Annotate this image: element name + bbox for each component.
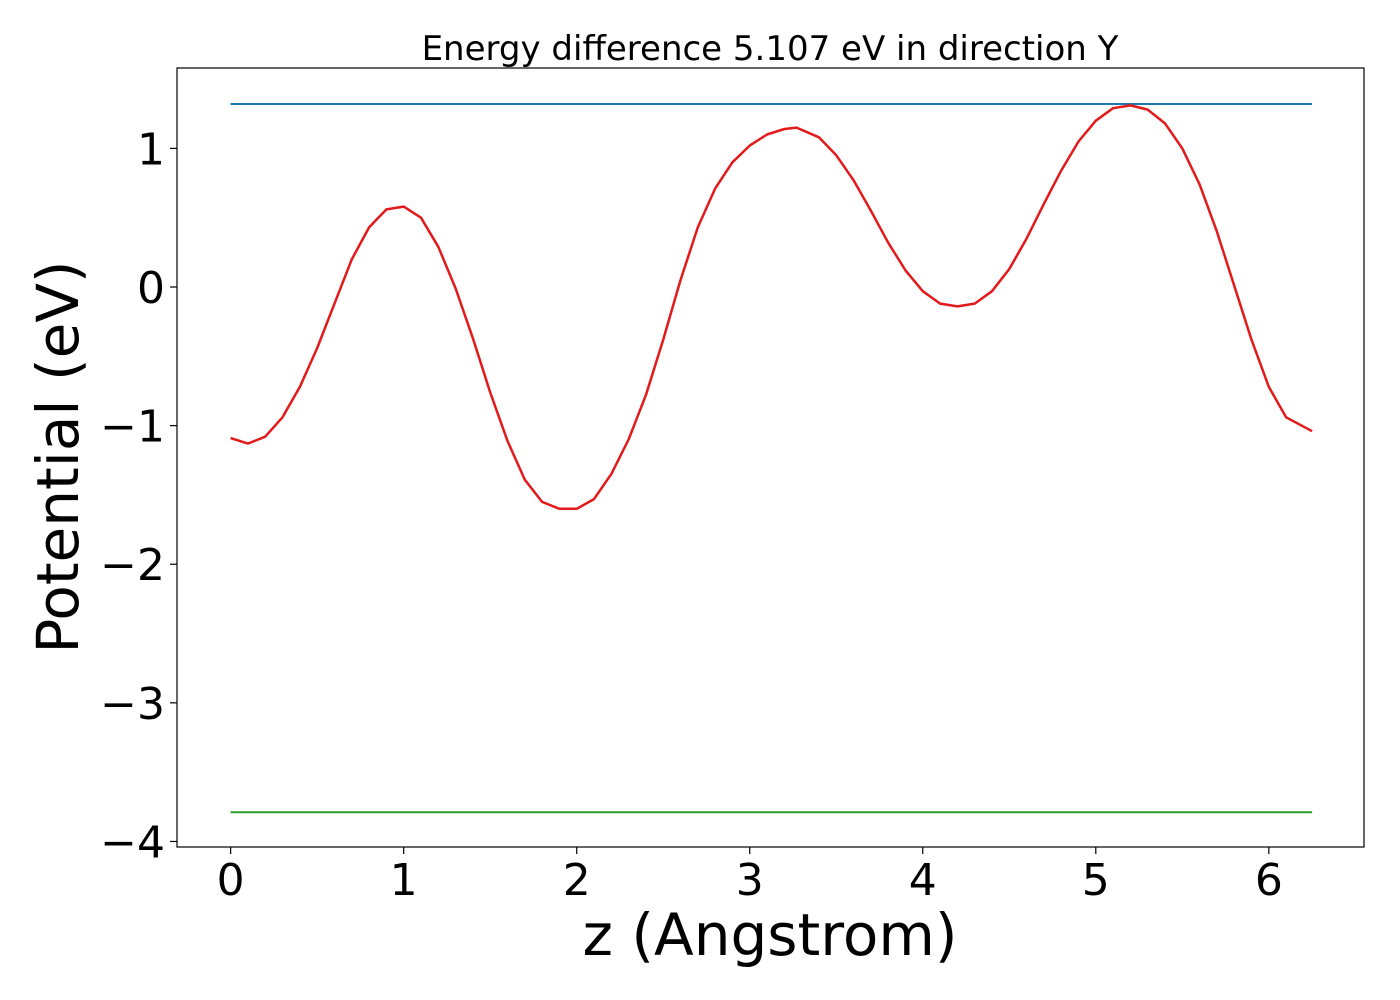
series-line-3 bbox=[230, 104, 1313, 511]
x-tick-label: 0 bbox=[217, 855, 245, 906]
y-tick-label: −1 bbox=[100, 402, 165, 453]
chart-title: Energy difference 5.107 eV in direction … bbox=[422, 29, 1119, 69]
y-tick-label: 0 bbox=[137, 263, 165, 314]
y-axis-label: Potential (eV) bbox=[24, 260, 92, 653]
y-tick-label: −3 bbox=[100, 679, 165, 730]
y-axis: −4 −3 −2 −1 0 1 bbox=[100, 124, 177, 868]
x-tick-label: 5 bbox=[1082, 855, 1110, 906]
x-tick-label: 4 bbox=[909, 855, 937, 906]
y-tick-label: −2 bbox=[100, 540, 165, 591]
x-tick-label: 6 bbox=[1255, 855, 1283, 906]
plot-frame bbox=[176, 67, 1365, 848]
x-tick-label: 2 bbox=[563, 855, 591, 906]
x-tick-label: 3 bbox=[736, 855, 764, 906]
series-layer bbox=[230, 103, 1313, 814]
y-tick-label: −4 bbox=[100, 817, 165, 868]
y-tick-label: 1 bbox=[137, 124, 165, 175]
x-axis-label: z (Angstrom) bbox=[583, 901, 958, 969]
x-axis: 0 1 2 3 4 5 6 bbox=[217, 847, 1283, 906]
x-tick-label: 1 bbox=[390, 855, 418, 906]
